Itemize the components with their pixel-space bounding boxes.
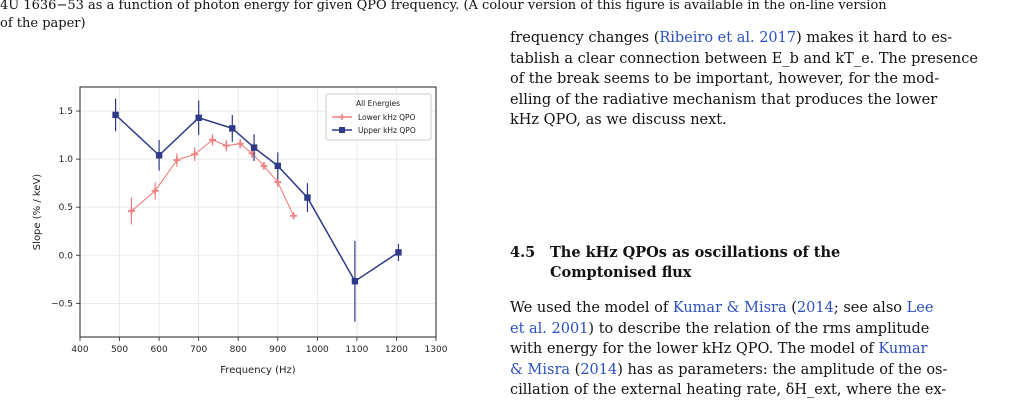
text-line: kHz QPO, as we discuss next. xyxy=(510,112,727,128)
y-axis-label: Slope (% / keV) xyxy=(32,174,43,250)
data-point xyxy=(250,144,258,151)
body-paragraph-2: We used the model of Kumar & Misra (2014… xyxy=(510,298,1006,401)
citation-link[interactable]: & Misra xyxy=(510,361,571,378)
plot-frame xyxy=(79,86,437,338)
x-tick-label: 800 xyxy=(230,345,247,355)
legend-plus-marker xyxy=(339,114,345,120)
chart-legend: All Energies Lower kHz QPO Upper kHz QPO xyxy=(325,93,432,141)
section-number: 4.5 xyxy=(510,244,536,261)
x-tick-label: 500 xyxy=(111,345,128,355)
text-line: cillation of the external heating rate, … xyxy=(510,382,947,398)
body-paragraph-1: frequency changes (Ribeiro et al. 2017) … xyxy=(510,28,1006,131)
y-tick-label: 0.5 xyxy=(59,203,73,213)
legend-label-upper: Upper kHz QPO xyxy=(358,126,416,135)
figure-caption: 4U 1636−53 as a function of photon energ… xyxy=(0,0,1010,33)
y-tick-label: −0.5 xyxy=(51,299,73,309)
data-point xyxy=(260,162,268,170)
x-tick-label: 1200 xyxy=(385,345,408,355)
text-line: of the break seems to be important, howe… xyxy=(510,71,940,87)
x-tick-label: 1000 xyxy=(306,345,329,355)
text-run: ) makes it hard to es- xyxy=(796,30,953,46)
text-line: tablish a clear connection between E_b a… xyxy=(510,50,978,67)
x-tick-label: 700 xyxy=(190,345,207,355)
text-run: frequency changes ( xyxy=(510,30,660,46)
data-point xyxy=(351,278,359,285)
data-point xyxy=(274,162,281,170)
caption-line-2: of the paper) xyxy=(0,16,86,31)
data-point xyxy=(195,114,202,121)
data-point xyxy=(173,156,181,164)
data-point xyxy=(155,152,163,159)
x-tick-label: 1300 xyxy=(425,345,448,355)
legend-title: All Energies xyxy=(356,99,400,108)
data-point xyxy=(304,194,311,201)
slope-vs-frequency-chart: 400 500 600 700 800 900 1000 1100 1200 1300 −0.5 0.… xyxy=(32,86,448,376)
data-point xyxy=(112,111,119,119)
citation-link[interactable]: 2014 xyxy=(796,300,834,316)
text-run: ; see also xyxy=(833,300,907,316)
citation-link[interactable]: Kumar & Misra xyxy=(672,300,787,316)
data-point xyxy=(191,150,199,158)
legend-square-marker xyxy=(339,127,345,133)
y-tick-label: 0.0 xyxy=(59,251,74,261)
citation-link[interactable]: Lee xyxy=(906,300,934,316)
x-tick-label: 400 xyxy=(71,345,88,355)
series-lower xyxy=(127,134,298,225)
x-axis-label: Frequency (Hz) xyxy=(220,365,296,376)
citation-link[interactable]: 2014 xyxy=(580,361,618,378)
x-tick-label: 600 xyxy=(151,345,168,355)
text-run: with energy for the lower kHz QPO. The m… xyxy=(510,341,879,357)
caption-line-1: 4U 1636−53 as a function of photon energ… xyxy=(0,0,887,13)
data-point xyxy=(222,142,230,150)
y-tick-label: 1.0 xyxy=(59,155,74,165)
citation-link[interactable]: Ribeiro et al. 2017 xyxy=(659,30,797,46)
legend-box xyxy=(325,93,432,141)
text-run: ( xyxy=(570,361,581,378)
data-point xyxy=(151,187,159,195)
data-point xyxy=(395,249,402,256)
citation-link[interactable]: et al. 2001 xyxy=(510,320,589,337)
citation-link[interactable]: Kumar xyxy=(878,341,928,357)
text-run: We used the model of xyxy=(510,300,673,316)
text-run: ) to describe the relation of the rms am… xyxy=(588,320,930,337)
text-run: ( xyxy=(786,300,797,316)
x-tick-label: 1100 xyxy=(345,345,368,355)
data-point xyxy=(290,212,298,220)
data-point xyxy=(236,140,244,148)
section-title-line-2: Comptonised flux xyxy=(550,264,692,281)
series-upper xyxy=(112,98,402,322)
legend-entry-lower: Lower kHz QPO xyxy=(332,113,416,122)
legend-label-lower: Lower kHz QPO xyxy=(358,113,416,122)
legend-entry-upper: Upper kHz QPO xyxy=(332,126,416,135)
data-point xyxy=(209,136,217,144)
x-tick-label: 900 xyxy=(269,345,286,355)
data-point xyxy=(274,178,282,186)
text-line: elling of the radiative mechanism that p… xyxy=(510,91,938,108)
data-point xyxy=(127,207,135,215)
section-title-line-1: The kHz QPOs as oscillations of the xyxy=(550,244,841,261)
y-tick-label: 1.5 xyxy=(59,107,73,117)
text-run: ) has as parameters: the amplitude of th… xyxy=(617,361,948,378)
data-point xyxy=(229,125,236,132)
